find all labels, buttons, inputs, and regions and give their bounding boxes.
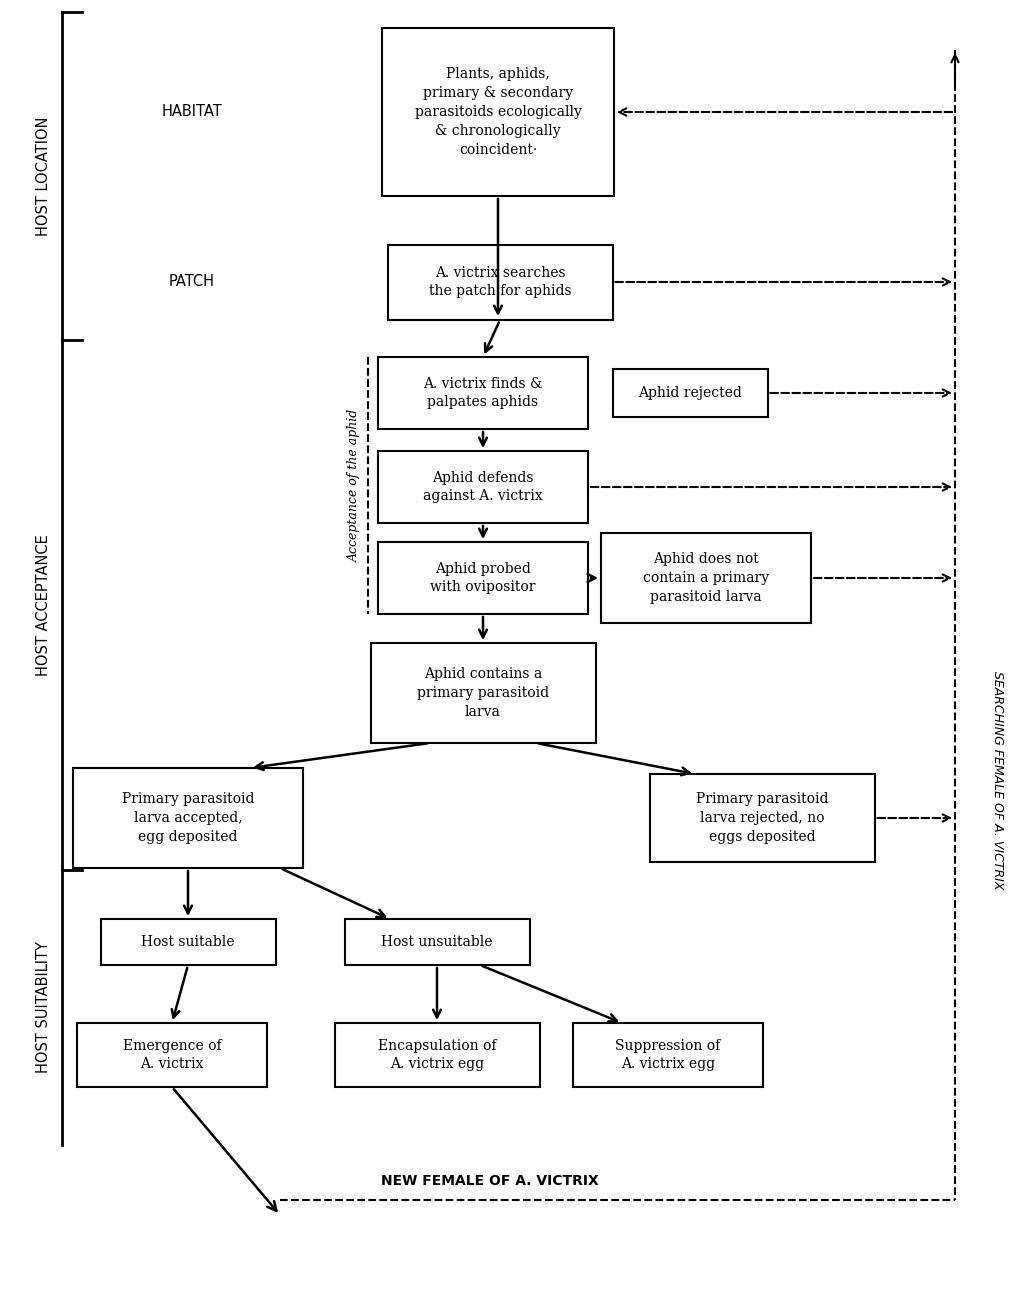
Text: Primary parasitoid
larva accepted,
egg deposited: Primary parasitoid larva accepted, egg d… xyxy=(122,793,255,844)
FancyBboxPatch shape xyxy=(345,920,529,965)
Text: HOST SUITABILITY: HOST SUITABILITY xyxy=(37,942,52,1073)
Text: NEW FEMALE OF A. VICTRIX: NEW FEMALE OF A. VICTRIX xyxy=(381,1174,599,1188)
Text: Aphid does not
contain a primary
parasitoid larva: Aphid does not contain a primary parasit… xyxy=(643,552,769,604)
FancyBboxPatch shape xyxy=(601,533,811,624)
Text: Emergence of
A. victrix: Emergence of A. victrix xyxy=(123,1039,221,1072)
FancyBboxPatch shape xyxy=(650,774,874,862)
FancyBboxPatch shape xyxy=(378,542,588,614)
FancyBboxPatch shape xyxy=(378,451,588,523)
Text: Aphid probed
with ovipositor: Aphid probed with ovipositor xyxy=(430,562,535,595)
FancyBboxPatch shape xyxy=(77,1023,267,1087)
FancyBboxPatch shape xyxy=(387,245,612,320)
Text: HOST LOCATION: HOST LOCATION xyxy=(37,117,52,236)
Text: Host unsuitable: Host unsuitable xyxy=(381,935,493,948)
Text: Encapsulation of
A. victrix egg: Encapsulation of A. victrix egg xyxy=(378,1039,496,1072)
Text: A. victrix searches
the patch for aphids: A. victrix searches the patch for aphids xyxy=(429,266,571,299)
Text: Aphid rejected: Aphid rejected xyxy=(638,386,742,400)
Text: A. victrix finds &
palpates aphids: A. victrix finds & palpates aphids xyxy=(423,376,542,410)
Text: HOST ACCEPTANCE: HOST ACCEPTANCE xyxy=(37,534,52,676)
FancyBboxPatch shape xyxy=(573,1023,763,1087)
FancyBboxPatch shape xyxy=(378,358,588,428)
Text: Acceptance of the aphid: Acceptance of the aphid xyxy=(348,409,361,562)
Text: Aphid contains a
primary parasitoid
larva: Aphid contains a primary parasitoid larv… xyxy=(417,667,549,719)
FancyBboxPatch shape xyxy=(100,920,276,965)
Text: Host suitable: Host suitable xyxy=(141,935,235,948)
FancyBboxPatch shape xyxy=(370,643,595,743)
Text: Plants, aphids,
primary & secondary
parasitoids ecologically
& chronologically
c: Plants, aphids, primary & secondary para… xyxy=(415,67,581,157)
FancyBboxPatch shape xyxy=(335,1023,539,1087)
Text: SEARCHING FEMALE OF A. VICTRIX: SEARCHING FEMALE OF A. VICTRIX xyxy=(992,671,1005,889)
Text: Aphid defends
against A. victrix: Aphid defends against A. victrix xyxy=(423,470,542,503)
FancyBboxPatch shape xyxy=(612,369,768,417)
Text: Primary parasitoid
larva rejected, no
eggs deposited: Primary parasitoid larva rejected, no eg… xyxy=(696,793,828,844)
FancyBboxPatch shape xyxy=(382,28,614,196)
FancyBboxPatch shape xyxy=(73,768,303,869)
Text: Suppression of
A. victrix egg: Suppression of A. victrix egg xyxy=(615,1039,721,1072)
Text: PATCH: PATCH xyxy=(169,275,215,290)
Text: HABITAT: HABITAT xyxy=(161,105,222,119)
